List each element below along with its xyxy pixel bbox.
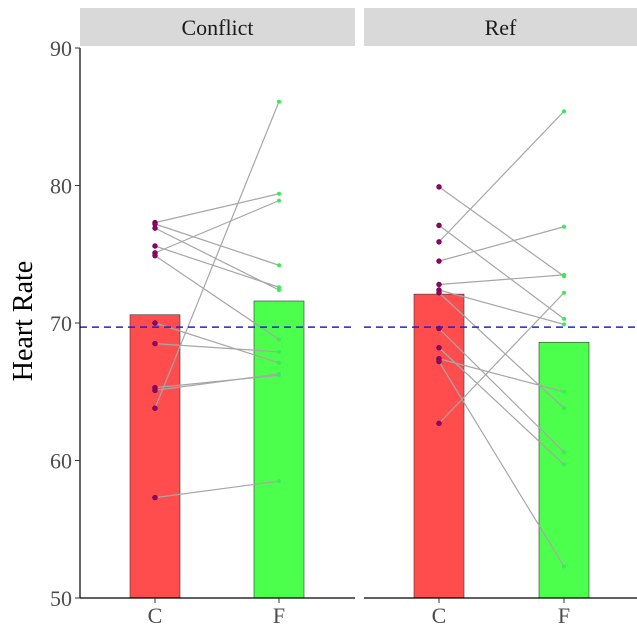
- point-c: [436, 239, 442, 245]
- point-c: [436, 420, 442, 427]
- pair-line: [438, 358, 565, 393]
- point-f: [562, 462, 566, 467]
- point-c: [436, 345, 442, 351]
- pair-line: [438, 226, 565, 262]
- point-f: [277, 288, 281, 292]
- point-f: [277, 349, 281, 354]
- point-f: [562, 322, 566, 327]
- point-f: [562, 272, 566, 277]
- point-c: [436, 290, 442, 296]
- point-c: [152, 340, 158, 347]
- point-c: [152, 405, 158, 411]
- point-f: [562, 406, 566, 411]
- bar-conflict-f: [253, 300, 305, 599]
- pair-line: [154, 373, 280, 391]
- pair-line: [438, 328, 565, 453]
- axes: C F C F 50 60 70 80 90: [50, 36, 637, 626]
- point-f: [562, 109, 566, 114]
- point-c: [436, 184, 442, 190]
- point-f: [562, 224, 566, 229]
- point-c: [152, 494, 158, 501]
- pair-line: [438, 292, 565, 409]
- point-c: [152, 225, 158, 231]
- points: [152, 99, 566, 569]
- point-f: [562, 290, 566, 295]
- point-c: [436, 222, 442, 229]
- bar-ref-f: [538, 341, 590, 599]
- bar-ref-c: [413, 293, 465, 599]
- facet-label: Conflict: [181, 15, 253, 40]
- y-axis-title: Heart Rate: [8, 261, 39, 382]
- point-c: [436, 358, 442, 365]
- x-tick-label: F: [558, 603, 570, 626]
- point-f: [277, 371, 281, 376]
- point-c: [152, 320, 158, 326]
- pair-line: [154, 223, 280, 266]
- x-tick-label: F: [273, 603, 285, 626]
- facet-strip-conflict: [80, 8, 355, 46]
- point-c: [152, 387, 158, 394]
- pair-line: [438, 361, 565, 567]
- bars: [129, 293, 590, 599]
- point-f: [277, 479, 281, 484]
- pair-line: [154, 200, 280, 254]
- pair-line: [438, 347, 565, 466]
- point-f: [277, 285, 281, 290]
- y-tick-label: 70: [50, 311, 72, 336]
- pair-line: [438, 186, 565, 277]
- pair-line: [154, 322, 280, 364]
- facet-strip-ref: [364, 8, 637, 46]
- facet-strips: Conflict Ref: [80, 8, 637, 46]
- point-f: [277, 360, 281, 365]
- pair-line: [438, 110, 565, 243]
- point-f: [562, 316, 566, 321]
- point-c: [436, 281, 442, 288]
- point-f: [562, 389, 566, 394]
- pair-lines: [154, 101, 565, 567]
- y-tick-label: 60: [50, 449, 72, 474]
- point-f: [277, 191, 281, 196]
- pair-line: [154, 255, 280, 340]
- pair-line: [154, 193, 280, 224]
- pair-line: [438, 292, 565, 424]
- pair-line: [438, 274, 565, 286]
- pair-line: [438, 224, 565, 320]
- pair-line: [154, 374, 280, 389]
- pair-line: [438, 289, 565, 325]
- point-f: [562, 564, 566, 569]
- pair-line: [154, 245, 280, 288]
- pair-line: [154, 343, 280, 353]
- x-tick-label: C: [148, 603, 163, 626]
- point-c: [436, 258, 442, 264]
- point-f: [277, 263, 281, 268]
- y-tick-label: 50: [50, 586, 72, 611]
- y-tick-label: 80: [50, 174, 72, 199]
- point-f: [277, 99, 281, 104]
- pair-line: [154, 480, 280, 499]
- point-f: [562, 450, 566, 455]
- pair-line: [154, 101, 280, 409]
- point-c: [152, 243, 158, 249]
- bar-conflict-c: [129, 314, 181, 599]
- point-f: [277, 337, 281, 342]
- point-f: [277, 198, 281, 203]
- point-c: [152, 252, 158, 259]
- facet-label: Ref: [485, 15, 517, 40]
- x-tick-label: C: [432, 603, 447, 626]
- pair-line: [154, 227, 280, 291]
- y-tick-label: 90: [50, 36, 72, 61]
